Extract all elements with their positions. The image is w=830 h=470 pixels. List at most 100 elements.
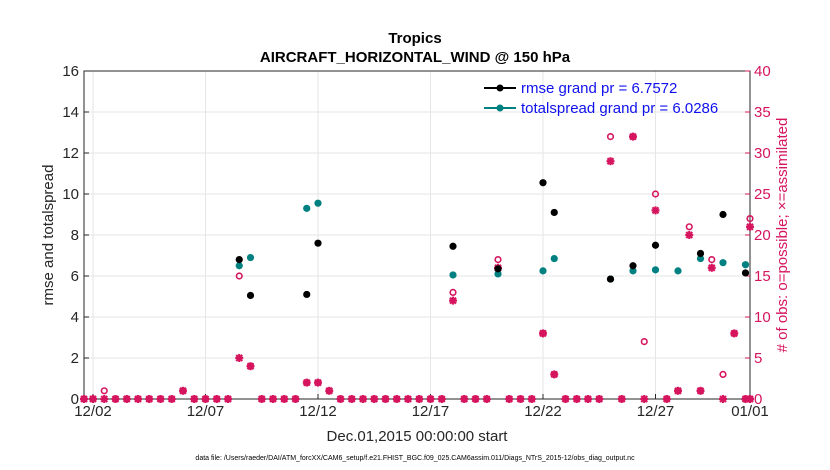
assimilated-obs-point [437,395,446,403]
asterisk-stroke [640,395,649,403]
assimilated-obs-point [325,386,334,395]
rmse-point [741,269,750,277]
asterisk-stroke [392,395,401,403]
x-axis-label: Dec.01,2015 00:00:00 start [327,428,509,445]
y-tick-label-left: 2 [71,350,79,367]
x-tick-label: 12/07 [187,403,225,420]
asterisk-stroke [460,395,469,403]
asterisk-stroke [674,387,682,395]
rmse-point [606,275,615,283]
assimilated-obs-point [426,395,435,403]
chart-title: Tropics [388,30,441,47]
y-tick-label-left: 16 [62,63,79,80]
axis-ticks: 0 2 4 6 8 10 12 14 16 0 5 10 15 20 25 30 35 40 12/02 12/07 1… [62,63,770,420]
asterisk-stroke [651,206,660,215]
totalspread-point [719,259,727,267]
assimilated-obs-point [100,395,109,403]
asterisk-stroke [662,395,671,403]
y-tick-label-left: 0 [71,391,79,408]
assimilated-obs-point [201,395,210,403]
assimilated-obs-point [595,395,604,403]
possible-obs-point [651,190,660,198]
assimilated-obs-point [291,395,300,403]
assimilated-obs-point [539,329,547,338]
totalspread-point [235,262,243,270]
assimilated-obs-point [415,395,424,403]
x-tick-label: 12/02 [74,403,112,420]
legend-rmse-label: rmse grand pr = 6.7572 [521,80,677,97]
asterisk-stroke [257,395,266,403]
assimilated-obs-point [719,395,727,403]
assimilated-obs-point [179,386,187,395]
rmse-point [314,239,322,247]
asterisk-stroke [437,395,446,403]
totalspread-point [629,267,637,275]
y-tick-label-right: 25 [754,186,771,203]
possible-obs-point [746,215,754,223]
asterisk-stroke [89,395,97,403]
asterisk-stroke [516,395,525,403]
assimilated-obs-point [134,395,142,403]
totalspread-point [246,253,255,262]
asterisk-stroke [617,395,626,403]
asterisk-stroke [80,395,88,403]
asterisk-stroke [325,387,334,395]
assimilated-obs-point [246,362,255,371]
rmse-point [303,290,311,299]
assimilated-obs-point [584,395,592,403]
assimilated-obs-point [730,329,739,338]
asterisk-stroke [685,231,694,239]
chart-subtitle: AIRCRAFT_HORIZONTAL_WIND @ 150 hPa [260,49,571,66]
footnote: data file: /Users/raeder/DAI/ATM_forcXX/… [195,455,635,462]
asterisk-stroke [302,378,311,387]
assimilated-obs-point [280,395,289,403]
assimilated-obs-point [550,370,559,379]
asterisk-stroke [539,329,547,338]
assimilated-obs-point [460,395,469,403]
asterisk-stroke [471,395,480,403]
asterisk-stroke [122,395,131,403]
assimilated-obs-point [224,395,232,403]
asterisk-stroke [235,354,244,362]
possible-obs-point [100,387,108,395]
totalspread-point [314,199,322,207]
asterisk-stroke [359,395,367,403]
assimilated-obs-point [269,395,277,403]
y-tick-label-left: 10 [62,186,79,203]
totalspread-point [494,270,502,278]
asterisk-stroke [629,132,637,141]
assimilated-obs-point [527,395,536,403]
y-tick-label-right: 0 [754,391,762,408]
y-tick-label-right: 40 [754,63,771,80]
asterisk-stroke [595,395,604,403]
assimilated-obs-point [651,206,660,215]
assimilated-obs-point [662,395,671,403]
assimilated-obs-point [257,395,266,403]
possible-obs-point [449,288,457,297]
assimilated-obs-point [629,132,637,141]
assimilated-obs-point [235,354,244,362]
possible-obs-point [606,133,615,141]
data-marks [80,132,754,403]
asterisk-stroke [336,395,345,403]
asterisk-stroke [314,378,322,387]
asterisk-stroke [212,395,221,403]
x-tick-label: 12/12 [299,403,337,420]
asterisk-stroke [370,395,379,403]
assimilated-obs-point [746,222,754,231]
assimilated-obs-point [80,395,88,403]
assimilated-obs-point [302,378,311,387]
y-tick-label-right: 35 [754,104,771,121]
assimilated-obs-point [404,395,412,403]
asterisk-stroke [246,362,255,370]
y-tick-label-left: 14 [62,104,79,121]
possible-obs-point [235,272,243,280]
asterisk-stroke [381,395,390,403]
assimilated-obs-point [572,395,581,403]
asterisk-stroke [167,395,176,403]
asterisk-stroke [347,395,356,403]
asterisk-stroke [584,395,592,403]
y-tick-label-right: 10 [754,309,771,326]
y-tick-label-right: 5 [754,350,762,367]
